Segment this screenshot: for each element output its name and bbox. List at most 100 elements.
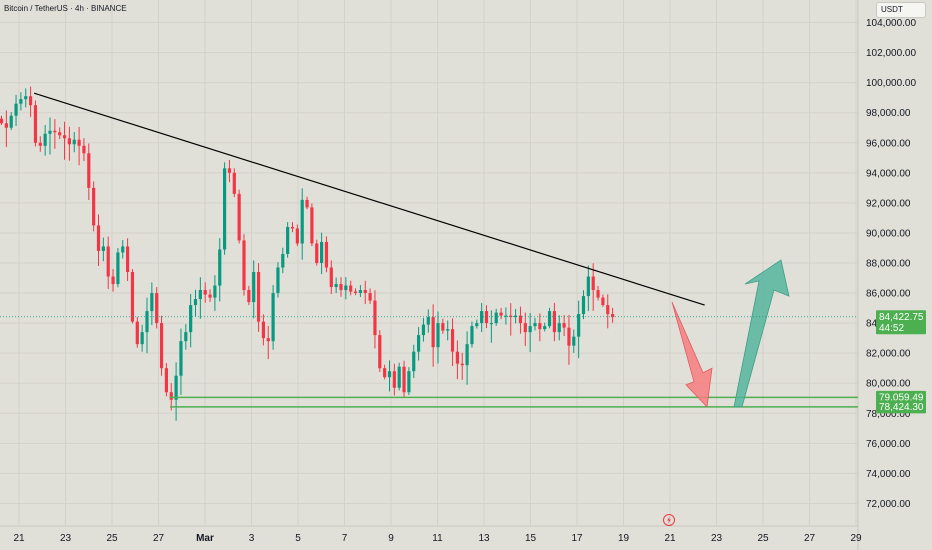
candle [266, 325, 270, 360]
candle-body [300, 199, 304, 244]
price-tick-label: 98,000.00 [866, 108, 911, 119]
support-price-tag-text: 79,059.49 [879, 392, 924, 403]
candle-body [223, 168, 227, 250]
candle [552, 302, 556, 342]
candle [150, 282, 154, 326]
candle-body [611, 314, 615, 318]
candle [412, 344, 416, 379]
candle-body [514, 315, 518, 318]
candle [198, 277, 202, 319]
candle [470, 321, 474, 348]
candle [0, 115, 4, 126]
price-axis[interactable]: 104,000.00 102,000.00 100,000.00 98,000.00 9… [866, 18, 916, 510]
candle-body [193, 299, 198, 306]
candle-body [383, 368, 387, 378]
candle-body [140, 332, 144, 345]
current-price-tag-text: 44:52 [879, 323, 904, 334]
candle [426, 309, 430, 333]
candle-body [601, 297, 605, 306]
candle-body [159, 323, 164, 369]
candle [320, 232, 324, 275]
candle [227, 159, 232, 183]
annotations [0, 92, 858, 408]
candle [29, 86, 33, 117]
candle [203, 282, 207, 303]
candle [596, 285, 600, 301]
candle-body [53, 130, 57, 133]
candle [193, 289, 198, 317]
candle [572, 329, 576, 353]
candle-body [14, 103, 18, 116]
candle [305, 196, 309, 210]
price-tick-label: 92,000.00 [866, 198, 911, 209]
candle-body [349, 285, 353, 292]
price-tick-label: 96,000.00 [866, 138, 911, 149]
candle-body [48, 130, 52, 134]
candle-body [77, 139, 81, 146]
candle [562, 315, 566, 337]
candle-body [547, 311, 552, 327]
candle-body [552, 311, 556, 333]
candle-body [329, 267, 333, 288]
candle-body [29, 96, 33, 106]
price-tick-label: 76,000.00 [866, 439, 911, 450]
candle-body [4, 123, 8, 128]
candle-body [412, 351, 416, 372]
candle-body [538, 323, 542, 330]
candle-body [121, 246, 125, 253]
time-tick-label: 17 [571, 533, 583, 544]
candle [611, 307, 615, 323]
time-tick-label: 21 [13, 533, 25, 544]
candle [252, 260, 256, 319]
candle [344, 277, 348, 300]
candle-body [465, 344, 469, 366]
candle [329, 260, 333, 295]
candle [213, 275, 217, 311]
candle [421, 317, 426, 342]
candle [33, 100, 38, 147]
candle [130, 269, 135, 324]
candle-body [130, 272, 135, 322]
candle-body [43, 133, 47, 146]
candle-body [392, 371, 396, 388]
price-tick-label: 90,000.00 [866, 228, 911, 239]
candle-body [499, 312, 503, 316]
symbol-title[interactable]: Bitcoin / TetherUS · 4h · BINANCE [4, 4, 127, 13]
currency-button[interactable]: USDT [876, 2, 926, 18]
time-tick-label: 3 [249, 533, 255, 544]
candle [446, 320, 450, 341]
candle [237, 189, 241, 244]
candle [504, 307, 508, 325]
candle [450, 318, 455, 367]
candle-body [518, 315, 523, 324]
candle [543, 322, 547, 332]
candle-body [247, 290, 251, 303]
time-tick-label: 25 [106, 533, 118, 544]
candle [436, 311, 440, 364]
candle-body [87, 153, 91, 188]
candle [38, 136, 42, 152]
candle-body [528, 326, 532, 333]
candle [4, 110, 8, 148]
candle [189, 293, 193, 348]
candle [441, 318, 445, 334]
candle [392, 363, 396, 396]
candle [349, 280, 353, 296]
candle [19, 92, 23, 111]
candle [383, 364, 387, 380]
time-axis[interactable]: 21 23 25 27 Mar 3 5 7 9 11 13 15 17 19 21 23 25 27 29 [13, 533, 862, 544]
candle-body [126, 246, 130, 273]
candle [247, 285, 251, 306]
candle [315, 239, 319, 266]
candle-body [504, 315, 508, 317]
candle [339, 277, 343, 297]
candle-body [344, 285, 348, 291]
candle [581, 290, 586, 320]
resistance-trendline [33, 92, 705, 306]
lightning-icon[interactable] [663, 514, 675, 526]
candle [373, 290, 377, 349]
candle-body [523, 323, 527, 333]
candle-body [198, 290, 202, 300]
candle-body [402, 366, 406, 393]
